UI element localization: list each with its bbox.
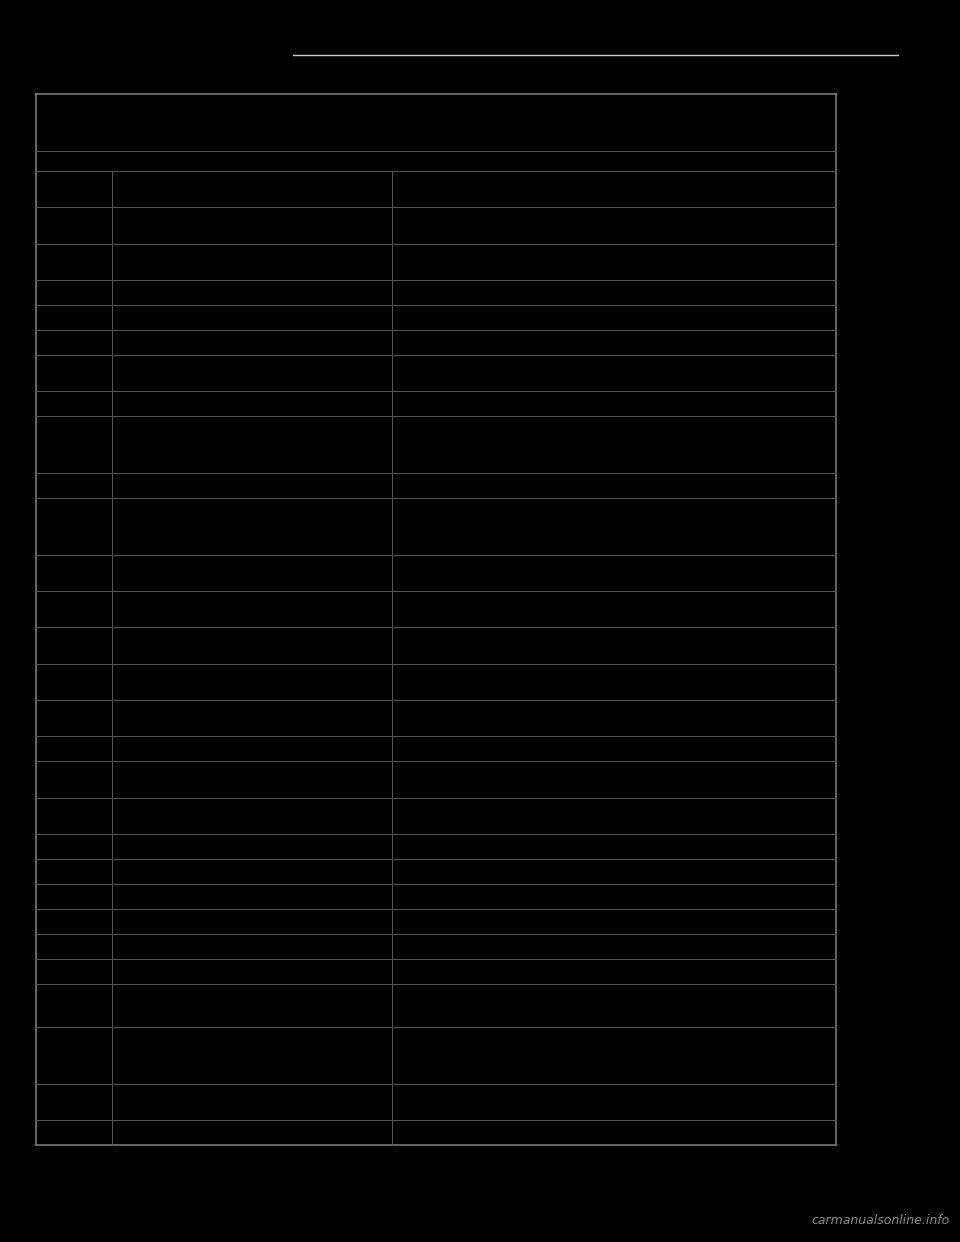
Text: carmanualsonline.info: carmanualsonline.info (812, 1213, 950, 1227)
